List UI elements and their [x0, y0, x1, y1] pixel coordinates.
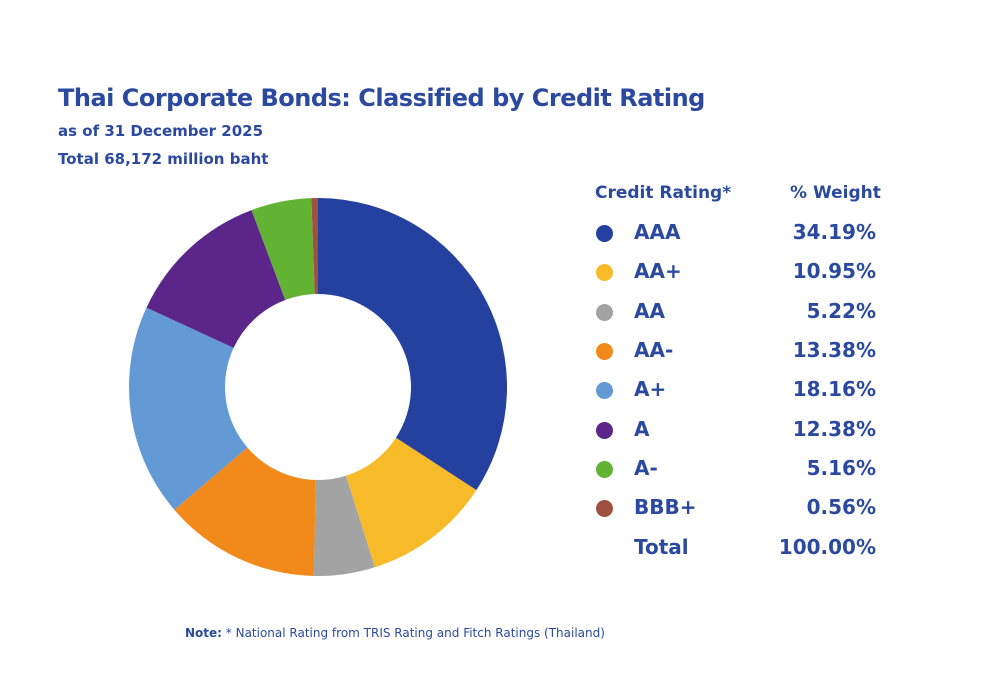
legend-label: AA: [634, 298, 665, 323]
legend-label: BBB+: [634, 495, 697, 520]
legend-item: A- 5.16%: [590, 454, 880, 484]
donut-slice-a-plus: [128, 307, 248, 510]
legend-label: A+: [634, 377, 667, 402]
donut-slice-bbb-plus: [311, 198, 318, 295]
legend-item: A+ 18.16%: [590, 375, 880, 405]
legend-total-label: Total: [634, 535, 689, 559]
note-text: * National Rating from TRIS Rating and F…: [221, 626, 605, 640]
legend-value: 0.56%: [806, 495, 876, 520]
legend-item: AA- 13.38%: [590, 336, 880, 366]
legend-swatch: [596, 264, 613, 282]
legend-value: 34.19%: [792, 220, 876, 244]
legend-label: AAA: [634, 220, 681, 244]
legend-label: AA-: [634, 337, 674, 362]
donut-slice-aa: [313, 475, 375, 576]
legend-item: AA+ 10.95%: [590, 257, 880, 287]
donut-slice-aa-minus: [174, 447, 316, 576]
legend-label: A: [634, 416, 650, 441]
legend-swatch: [596, 382, 613, 400]
legend-value: 5.16%: [806, 455, 876, 480]
legend-label: A-: [634, 455, 658, 480]
legend-total-row: Total 100.00%: [590, 533, 880, 563]
legend-total-value: 100.00%: [778, 535, 876, 559]
legend-label: AA+: [634, 259, 682, 284]
legend-value: 13.38%: [792, 337, 876, 362]
footnote: Note: * National Rating from TRIS Rating…: [185, 626, 605, 640]
total-amount: Total 68,172 million baht: [58, 150, 269, 168]
legend-item: BBB+ 0.56%: [590, 493, 880, 523]
donut-slice-aa-plus: [345, 437, 477, 568]
legend-swatch: [596, 500, 613, 518]
as-of-date: as of 31 December 2025: [58, 122, 264, 140]
chart-title: Thai Corporate Bonds: Classified by Cred…: [58, 84, 705, 112]
legend-header-weight: % Weight: [790, 183, 881, 203]
legend-swatch: [596, 460, 613, 478]
legend-header-rating: Credit Rating*: [595, 183, 732, 203]
legend-item: AAA 34.19%: [590, 218, 880, 248]
legend-swatch: [596, 225, 613, 242]
legend-swatch: [596, 342, 613, 360]
note-label: Note:: [185, 626, 222, 640]
legend-value: 10.95%: [792, 259, 876, 284]
legend-item: AA 5.22%: [590, 297, 880, 327]
donut-slice-a-minus: [251, 198, 315, 300]
legend-item: A 12.38%: [590, 415, 880, 445]
donut-slice-aaa: [318, 198, 507, 491]
legend-value: 5.22%: [806, 298, 876, 323]
legend-swatch: [596, 303, 613, 321]
donut-slice-a: [146, 210, 286, 348]
legend-swatch: [596, 421, 613, 439]
legend-value: 18.16%: [792, 377, 876, 402]
legend-value: 12.38%: [792, 416, 876, 441]
